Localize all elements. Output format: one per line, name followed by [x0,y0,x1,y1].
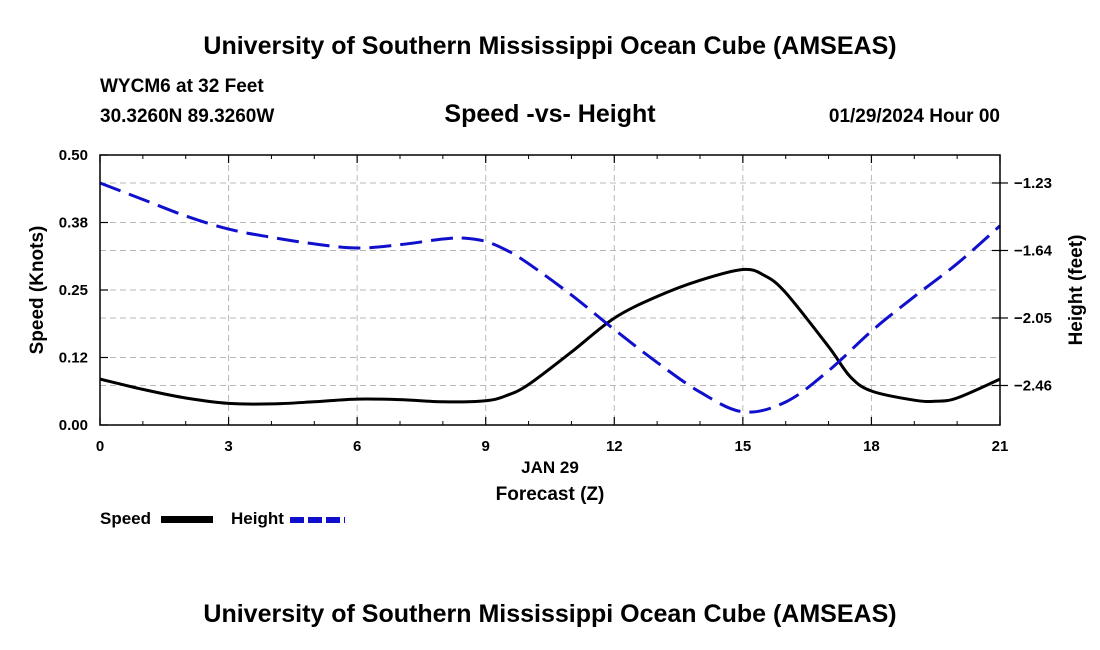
y2-axis-label: Height (feet) [1066,235,1087,346]
footer-title: University of Southern Mississippi Ocean… [203,600,897,628]
series-layer [99,181,1001,414]
page-title: University of Southern Mississippi Ocean… [203,32,897,60]
y-tick-label: 0.25 [59,282,88,299]
x-tick-label: 6 [353,438,361,455]
legend-label-height: Height [231,509,284,528]
y-axis-label: Speed (Knots) [27,226,48,355]
ticks: 0 3 6 9 12 15 18 21 0.00 0.12 0.25 0.38 0.50 −2.46 −2.… [59,147,1053,455]
y-tick-label: 0.12 [59,350,88,367]
legend-swatch-speed [161,516,213,523]
series-line-height [99,181,1001,414]
station-label: WYCM6 at 32 Feet [100,76,264,97]
x-tick-label: 0 [96,438,104,455]
x-tick-label: 3 [224,438,232,455]
forecast-datetime: 01/29/2024 Hour 00 [828,106,1000,127]
y-tick-label: 0.00 [59,417,88,434]
y-tick-label: 0.50 [59,147,88,164]
x-axis-label: Forecast (Z) [496,484,605,505]
x-tick-label: 9 [482,438,490,455]
legend-swatch-height [290,517,345,523]
x-tick-label: 21 [992,438,1009,455]
series-line-speed [99,267,1001,406]
grid [100,154,1000,425]
y2-tick-label: −1.23 [1014,175,1052,192]
y2-tick-label: −2.46 [1014,377,1052,394]
x-tick-label: 12 [606,438,623,455]
x-tick-label: 18 [863,438,880,455]
chart-title: Speed -vs- Height [444,100,656,128]
y-tick-label: 0.38 [59,215,88,232]
coordinates-label: 30.3260N 89.3260W [100,106,275,127]
legend-label-speed: Speed [100,509,152,528]
y2-tick-label: −1.64 [1014,242,1053,259]
x-tick-label: 15 [735,438,752,455]
y2-tick-label: −2.05 [1014,310,1052,327]
x-axis-date-label: JAN 29 [521,458,579,477]
